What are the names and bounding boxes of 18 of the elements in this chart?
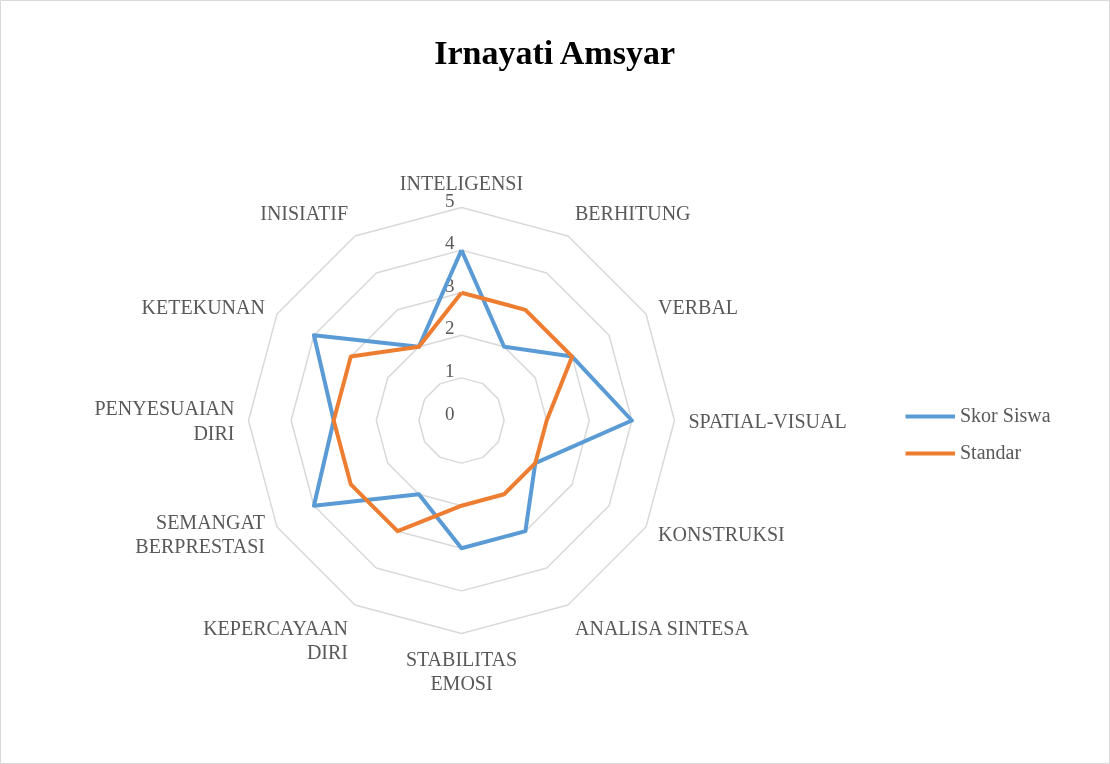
legend-label: Standar [960, 441, 1022, 464]
spoke-label: BERHITUNG [575, 201, 691, 224]
y-tick-label: 4 [445, 232, 455, 254]
spoke-label: STABILITAS EMOSI [405, 647, 518, 694]
spoke-label: SPATIAL-VISUAL [688, 409, 847, 432]
spoke-label: SEMANGAT BERPRESTASI [135, 510, 265, 558]
spoke-label: ANALISA SINTESA [575, 617, 750, 640]
spoke-label: PENYESUAIAN DIRI [94, 397, 235, 444]
legend-label: Skor Siswa [960, 404, 1051, 427]
y-tick-label: 1 [445, 359, 455, 381]
spoke-label: INISIATIF [260, 201, 349, 224]
spoke-label: KEPERCAYAAN DIRI [203, 617, 349, 664]
spoke-label: KETEKUNAN [141, 296, 265, 318]
chart-title: Irnayati Amsyar [434, 34, 675, 71]
y-tick-label: 0 [445, 402, 455, 424]
spoke-label: VERBAL [658, 296, 739, 318]
spoke-label: KONSTRUKSI [658, 523, 785, 545]
y-tick-label: 2 [445, 317, 455, 339]
